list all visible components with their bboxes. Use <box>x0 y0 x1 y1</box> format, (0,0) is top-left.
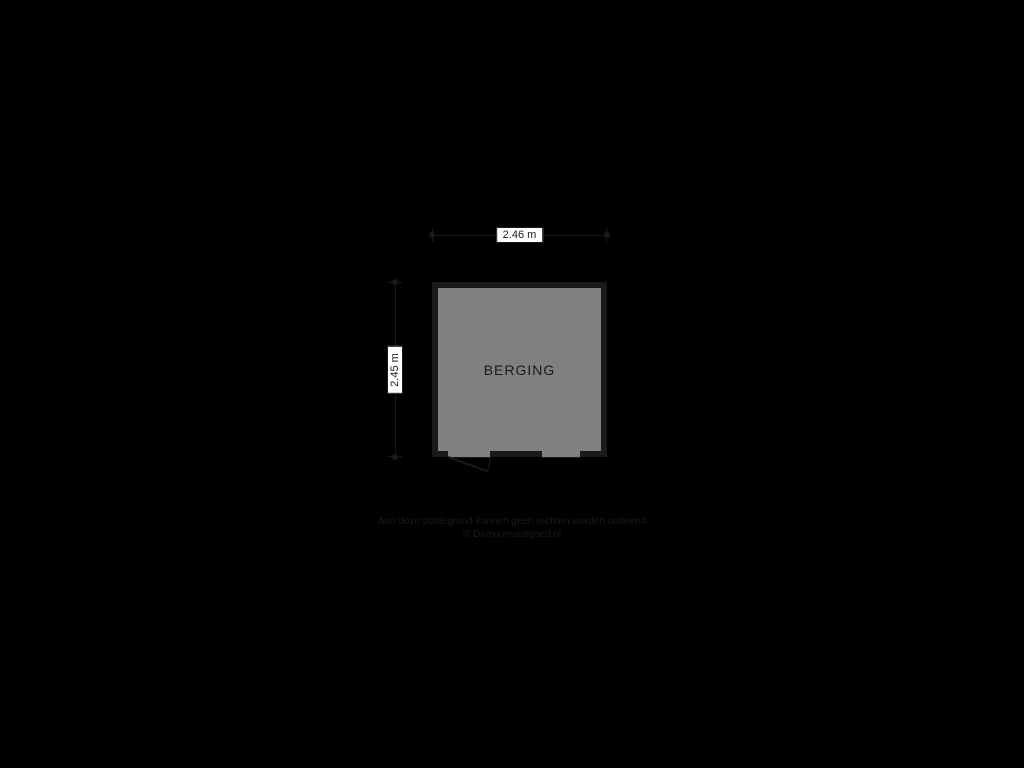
dimension-width: 2.46 m <box>432 228 607 242</box>
dimension-dot-top <box>392 279 398 285</box>
footer-line-1: Aan deze plattegrond kunnen geen rechten… <box>0 516 1024 529</box>
footer-line-2: © Direxionvastgoed.nl <box>0 529 1024 542</box>
room-label: BERGING <box>432 362 607 378</box>
dimension-dot-left <box>429 232 435 238</box>
dimension-height-label: 2.45 m <box>387 346 403 394</box>
footer-disclaimer: Aan deze plattegrond kunnen geen rechten… <box>0 516 1024 541</box>
room-berging: BERGING <box>432 282 607 457</box>
dimension-width-label: 2.46 m <box>496 227 544 243</box>
dimension-height: 2.45 m <box>388 282 402 457</box>
floorplan-canvas: BERGING 2.46 m 2.45 m Aan deze plattegro… <box>0 0 1024 768</box>
door-swing <box>444 455 510 509</box>
dimension-dot-right <box>604 232 610 238</box>
window-opening <box>542 451 580 458</box>
dimension-dot-bottom <box>392 454 398 460</box>
